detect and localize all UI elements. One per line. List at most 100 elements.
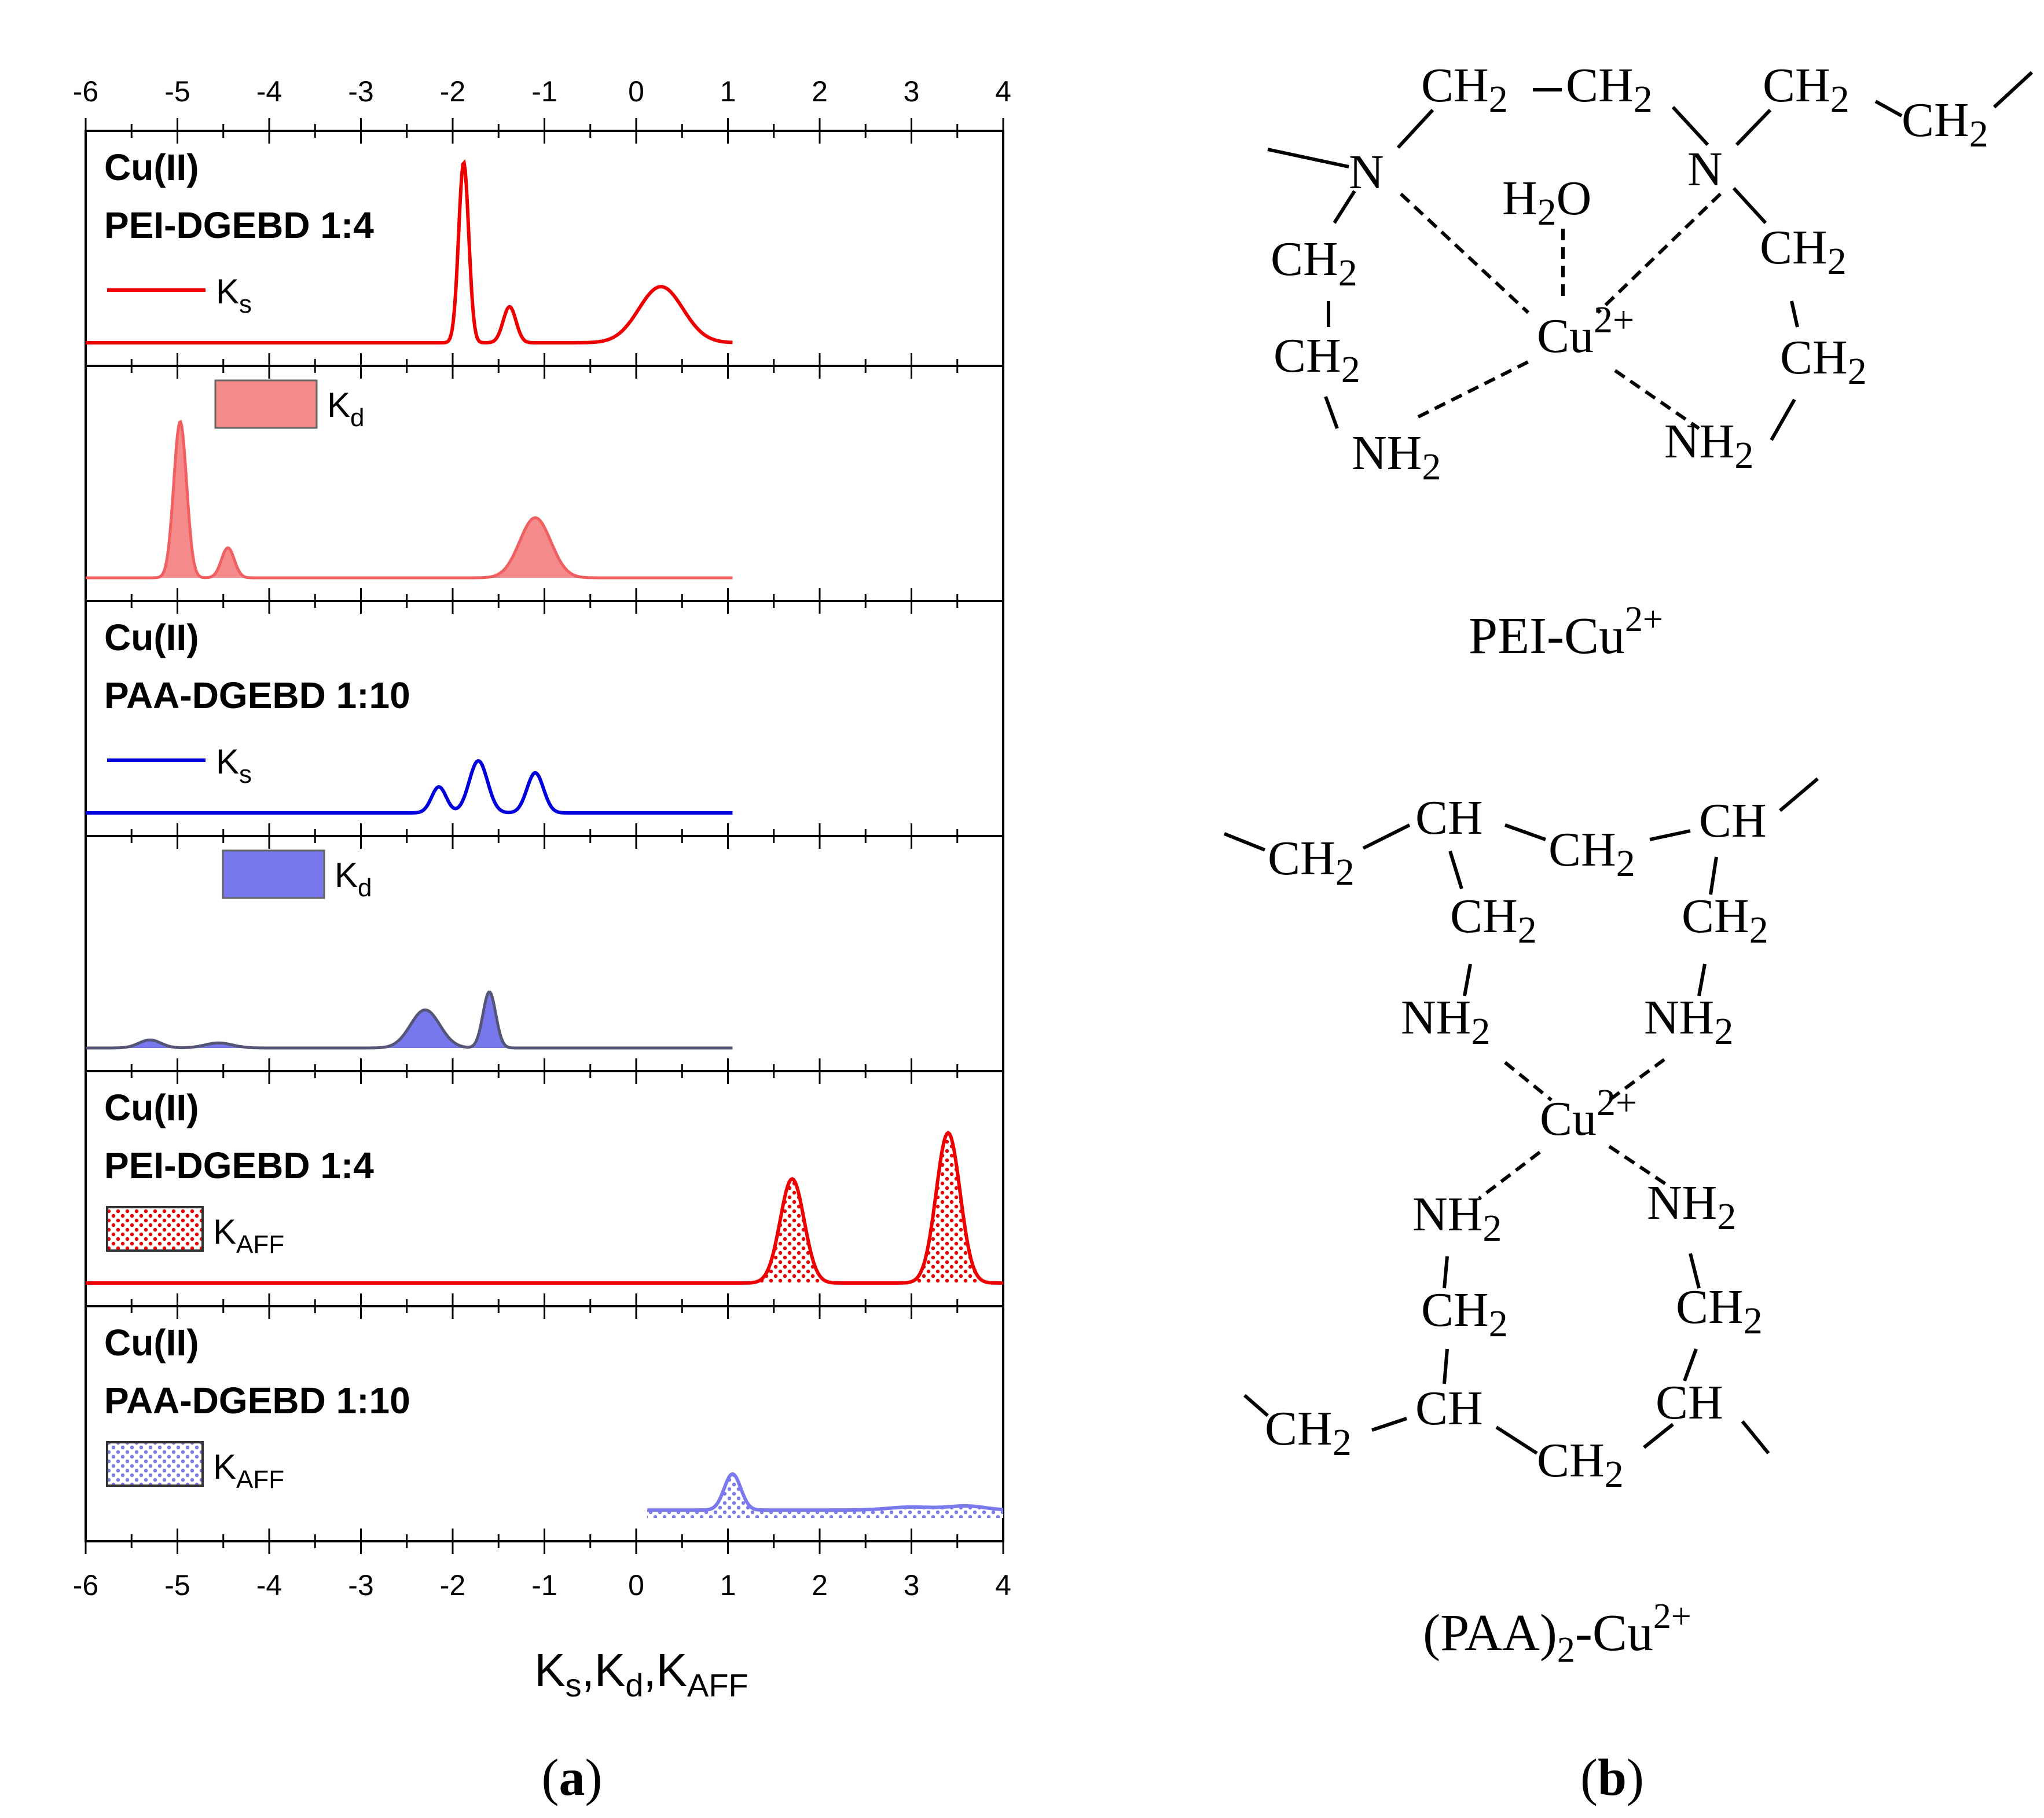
legend-label: Ks: [216, 272, 252, 318]
paa-group-text: CH: [1537, 1434, 1605, 1487]
paa-cu-ion: Cu2+: [1540, 1082, 1637, 1146]
series-outline: [86, 419, 733, 580]
paa-group-text: CH: [1421, 1283, 1489, 1337]
paa-bonds: [1223, 777, 1819, 1455]
paa-ch-bottom-right: CH: [1656, 1376, 1723, 1430]
paa-ch2-bottom-chain-left: CH2: [1265, 1402, 1352, 1464]
pei-sub-text: 2: [1830, 78, 1849, 120]
x-axis-title: Ks,Kd,KAFF: [534, 1644, 748, 1703]
paa-group-text: CH: [1676, 1280, 1744, 1334]
paa-group-text: CH: [1268, 831, 1335, 885]
pei-ch2-right-chain-2: CH2: [1902, 93, 1988, 155]
pei-h2o-o: O: [1557, 171, 1592, 225]
panel-label: Cu(II): [104, 1322, 199, 1364]
series-line: [86, 159, 733, 344]
pei-nh2-right: NH2: [1664, 415, 1753, 477]
paa-group-text: NH: [1644, 991, 1714, 1044]
bottom-tick-label: 0: [628, 1569, 644, 1601]
paa-nh2-lower-left: NH2: [1412, 1187, 1502, 1249]
legend-label-main: K: [213, 1212, 236, 1251]
legend-label-main: K: [327, 386, 350, 424]
legend-label-main: K: [213, 1447, 236, 1486]
pei-sub-text: 2: [1338, 252, 1357, 294]
pei-h2o-sub: 2: [1537, 191, 1557, 233]
panel-letter-a-text: a: [559, 1749, 585, 1806]
chart-panel: Cu(II) PEI-DGEBD 1:4 Ks: [85, 118, 1004, 367]
x-axis-title-part: s: [566, 1667, 582, 1703]
paa-group-text: NH: [1412, 1187, 1482, 1241]
paa-caption-main: (PAA): [1423, 1604, 1557, 1662]
pei-group-text: CH: [1902, 93, 1969, 147]
legend-label-sub: d: [358, 874, 372, 902]
pei-sub-text: 2: [1422, 446, 1441, 488]
chart-panel: Kd: [85, 365, 1004, 602]
paa-nh2-upper-left: NH2: [1401, 991, 1490, 1053]
x-axis-title-part: d: [625, 1667, 643, 1703]
paa-cu-text: Cu: [1540, 1092, 1597, 1146]
legend-label: KAFF: [213, 1212, 284, 1259]
paa-cu-structure: CH CH CH2 CH2 CH2 CH2 NH2 NH2 Cu2+ NH2 N…: [1223, 777, 1819, 1670]
pei-caption-main: PEI-Cu: [1469, 607, 1625, 665]
paa-sub-text: 2: [1482, 1207, 1502, 1249]
panel-label: PAA-DGEBD 1:10: [104, 675, 410, 716]
pei-sub-text: 2: [1848, 350, 1867, 393]
pei-ch2-right-1: CH2: [1760, 221, 1847, 283]
top-tick-label: 1: [720, 75, 736, 108]
series-area: [86, 992, 733, 1048]
pei-nh2-left: NH2: [1352, 426, 1441, 488]
paa-ch-bottom-left: CH: [1415, 1381, 1483, 1435]
paa-nh2-lower-right: NH2: [1647, 1176, 1736, 1238]
panel-frame: [85, 600, 1004, 837]
bottom-tick-label: 2: [812, 1569, 828, 1601]
x-axis-title-part: K: [534, 1644, 565, 1696]
legend-label-main: K: [216, 272, 239, 311]
pei-sub-text: 2: [1634, 78, 1653, 120]
top-tick-label: -5: [164, 75, 190, 108]
pei-sub-text: 2: [1489, 78, 1508, 120]
chart-panel: Cu(II) PAA-DGEBD 1:10 KAFF: [85, 1305, 1004, 1554]
paa-sub-text: 2: [1518, 909, 1537, 951]
panel-frame: [85, 130, 1004, 367]
bottom-tick-label: 3: [904, 1569, 920, 1601]
legend-label: KAFF: [213, 1447, 284, 1494]
x-axis-title-part: ,K: [643, 1644, 687, 1696]
paa-ch2-upper-left: CH2: [1450, 889, 1537, 951]
pei-ch2-right-chain-1: CH2: [1763, 58, 1849, 120]
legend-label: Kd: [335, 856, 372, 902]
paa-nh2-upper-right: NH2: [1644, 991, 1733, 1053]
paa-ch2-lower-left: CH2: [1421, 1283, 1508, 1345]
pei-caption: PEI-Cu2+: [1469, 600, 1663, 665]
x-axis-title-part: AFF: [687, 1667, 748, 1703]
paa-group-text: CH: [1450, 889, 1518, 943]
paa-sub-text: 2: [1335, 851, 1355, 893]
pei-group-text: CH: [1760, 221, 1828, 274]
series-outline: [86, 1130, 1003, 1285]
pei-group-text: CH: [1274, 329, 1341, 383]
paa-ch2-upper-right: CH2: [1682, 889, 1768, 951]
pei-sub-text: 2: [1828, 240, 1847, 283]
x-axis-title-part: ,K: [582, 1644, 626, 1696]
pei-h2o: H2O: [1502, 171, 1591, 233]
paa-group-text: NH: [1401, 991, 1471, 1044]
paa-sub-text: 2: [1605, 1453, 1624, 1496]
paa-group-text: NH: [1647, 1176, 1717, 1230]
paa-sub-text: 2: [1717, 1196, 1736, 1238]
pei-group-text: CH: [1271, 232, 1338, 286]
top-tick-label: -4: [256, 75, 282, 108]
panel-frame: [85, 1305, 1004, 1542]
pei-sub-text: 2: [1341, 349, 1360, 391]
chart-panel: Kd: [85, 835, 1004, 1072]
paa-sub-text: 2: [1333, 1421, 1352, 1464]
pei-n-right: N: [1687, 142, 1723, 196]
paa-sub-text: 2: [1744, 1300, 1763, 1342]
pei-cu-ion: Cu2+: [1537, 299, 1634, 363]
paa-sub-text: 2: [1471, 1010, 1490, 1053]
paa-group-text: CH: [1682, 889, 1749, 943]
legend-label-sub: AFF: [236, 1230, 284, 1259]
pei-sub-text: 2: [1969, 113, 1988, 155]
paa-sub-text: 2: [1489, 1303, 1508, 1345]
pei-caption-sup: 2+: [1625, 600, 1663, 639]
top-tick-label: -3: [348, 75, 373, 108]
legend-label: Kd: [327, 386, 365, 432]
pei-group-text: CH: [1566, 58, 1634, 112]
